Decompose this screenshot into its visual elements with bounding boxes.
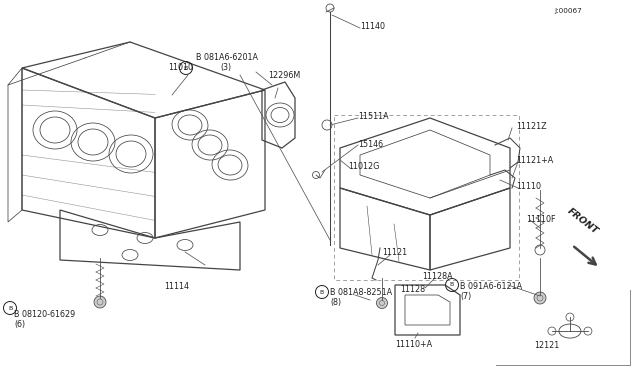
Text: 12121: 12121 [534,341,560,350]
Text: FRONT: FRONT [566,206,600,236]
Text: B 091A6-6121A: B 091A6-6121A [460,282,522,291]
Text: (3): (3) [220,63,231,72]
Text: B: B [184,65,188,71]
Text: 12296M: 12296M [268,71,300,80]
Circle shape [534,292,546,304]
Text: 11128: 11128 [400,285,425,294]
Text: 11010: 11010 [168,63,193,72]
Text: 11012G: 11012G [348,162,380,171]
Text: 11121Z: 11121Z [516,122,547,131]
Text: B 081A8-8251A: B 081A8-8251A [330,288,392,297]
Text: B: B [8,305,12,311]
Text: 15146: 15146 [358,140,383,149]
Text: (7): (7) [460,292,471,301]
Text: 11511A: 11511A [358,112,388,121]
Bar [334,115,519,280]
Circle shape [376,298,387,308]
Text: 11110: 11110 [516,182,541,191]
Text: 11121: 11121 [382,248,407,257]
Text: B 08120-61629: B 08120-61629 [14,310,76,319]
Text: 11140: 11140 [360,22,385,31]
Text: 11110+A: 11110+A [395,340,432,349]
Text: B: B [320,289,324,295]
Text: 11121+A: 11121+A [516,156,553,165]
Text: 11114: 11114 [164,282,189,291]
Text: 11110F: 11110F [526,215,556,224]
Circle shape [94,296,106,308]
Text: B: B [450,282,454,288]
Text: (8): (8) [330,298,341,307]
Text: B 081A6-6201A: B 081A6-6201A [196,53,258,62]
Text: J:00067: J:00067 [555,8,582,14]
Text: 11128A: 11128A [422,272,452,281]
Text: (6): (6) [14,320,25,329]
